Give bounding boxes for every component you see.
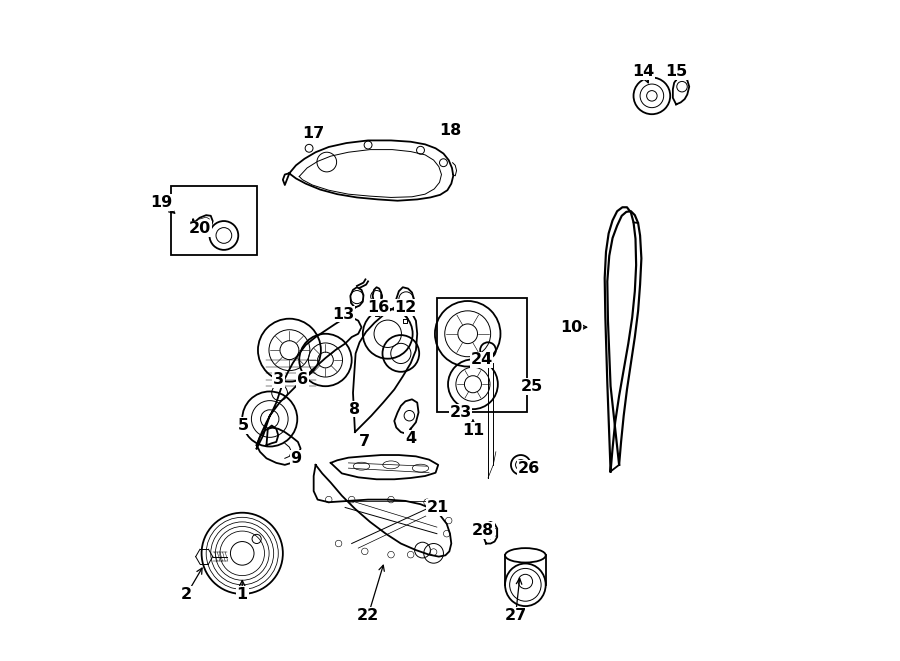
Text: 23: 23	[449, 405, 472, 420]
Text: 21: 21	[428, 500, 449, 515]
Text: 20: 20	[188, 221, 211, 237]
Bar	[171, 186, 256, 255]
Text: 7: 7	[359, 434, 371, 449]
Text: 27: 27	[504, 608, 526, 623]
Text: 13: 13	[332, 307, 355, 322]
Text: 1: 1	[237, 587, 248, 602]
Bar	[436, 297, 527, 412]
Text: 11: 11	[462, 422, 484, 438]
Text: 8: 8	[349, 402, 361, 416]
Text: 25: 25	[521, 379, 543, 394]
Text: 16: 16	[367, 300, 389, 315]
Text: 5: 5	[238, 418, 249, 433]
Text: 26: 26	[518, 461, 540, 476]
Text: 12: 12	[394, 300, 417, 315]
Text: 4: 4	[405, 431, 416, 446]
Text: 2: 2	[181, 587, 192, 602]
Text: 14: 14	[632, 64, 654, 79]
Text: 3: 3	[273, 372, 284, 387]
Text: 6: 6	[297, 372, 308, 387]
Text: 22: 22	[357, 608, 379, 623]
Text: 24: 24	[471, 352, 492, 368]
Text: 9: 9	[291, 451, 302, 466]
Text: 28: 28	[472, 523, 494, 538]
Text: 15: 15	[665, 64, 688, 79]
Text: 18: 18	[439, 123, 461, 138]
Text: 10: 10	[560, 320, 582, 334]
Text: 17: 17	[302, 126, 325, 141]
Text: 19: 19	[150, 195, 173, 210]
